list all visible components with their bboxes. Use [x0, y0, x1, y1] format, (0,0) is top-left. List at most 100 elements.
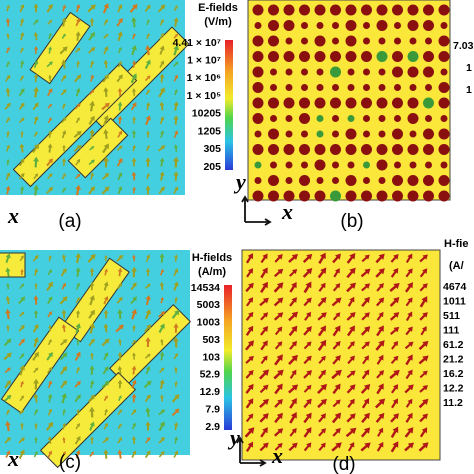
arrow-head [261, 281, 268, 289]
arrow-head [61, 59, 67, 64]
arrow-head [306, 297, 312, 304]
arrow-head [5, 420, 11, 426]
colorbar-title: H-fields [192, 252, 232, 264]
panel-label: (d) [332, 454, 355, 474]
arrow-head [76, 423, 80, 427]
arrow-head [320, 369, 326, 376]
arrow-head [20, 4, 25, 9]
colorbar-tick-label: 503 [202, 334, 220, 346]
arrow-head [118, 409, 123, 413]
arrow-head [48, 450, 53, 455]
arrow-head [132, 409, 137, 413]
arrow-head [62, 187, 66, 191]
arrow-head [393, 340, 399, 347]
arrow-head [104, 296, 109, 301]
field-dot [425, 115, 432, 122]
arrow-head [306, 311, 312, 318]
arrow-head [103, 87, 109, 92]
arrow-head [174, 353, 178, 357]
arrow-head [306, 355, 312, 362]
arrow-head [104, 366, 109, 372]
field-dot [314, 35, 326, 47]
arrow-head [393, 369, 400, 377]
arrow-head [407, 253, 413, 260]
field-dot [301, 84, 308, 91]
arrow-head [146, 144, 150, 149]
arrow-head [378, 383, 384, 390]
arrow-head [89, 365, 95, 370]
arrow-head [145, 59, 151, 65]
arrow-head [75, 351, 81, 357]
field-dot [345, 51, 357, 62]
arrow-head [173, 44, 179, 51]
arrow-head [174, 268, 179, 273]
field-dot [363, 84, 370, 91]
arrow-head [159, 73, 165, 78]
arrow-head [291, 384, 299, 391]
arrow-head [90, 159, 95, 164]
arrow-head [363, 369, 370, 376]
arrow-head [6, 117, 10, 121]
arrow-head [393, 297, 400, 304]
arrow-head [146, 4, 151, 10]
arrow-head [48, 88, 53, 93]
arrow-head [131, 393, 137, 398]
arrow-head [146, 75, 151, 80]
field-dot [252, 51, 264, 62]
arrow-head [49, 103, 53, 107]
field-dot [392, 190, 403, 202]
field-dot [363, 161, 370, 169]
arrow-head [118, 324, 124, 330]
arrow-head [33, 295, 39, 300]
arrow-head [118, 338, 122, 342]
field-dot [332, 115, 339, 122]
field-dot [363, 68, 370, 76]
colorbar-tick-label: 1205 [198, 125, 222, 137]
field-dot [376, 190, 388, 202]
arrow-head [291, 354, 298, 362]
arrow-head [160, 451, 165, 456]
field-dot [409, 130, 417, 138]
arrow-head [34, 131, 38, 135]
field-plot [247, 0, 451, 202]
arrow-head [75, 449, 81, 455]
arrow-head [277, 428, 284, 434]
arrow-head [393, 282, 400, 290]
arrow-head [47, 436, 52, 440]
arrow-head [62, 46, 68, 52]
field-dot [361, 51, 372, 62]
arrow-head [20, 324, 25, 330]
arrow-head [378, 398, 386, 406]
arrow-head [89, 406, 95, 412]
arrow-head [118, 254, 124, 260]
arrow-head [89, 295, 95, 301]
arrow-head [19, 186, 25, 190]
field-dot [330, 97, 341, 109]
arrow-head [174, 61, 179, 66]
arrow-head [61, 158, 67, 162]
field-dot [438, 51, 450, 62]
field-dot [252, 113, 264, 124]
field-dot [438, 4, 450, 16]
arrow-head [262, 398, 269, 406]
arrow-head [118, 423, 122, 427]
arrow-head [393, 254, 399, 260]
arrow-head [5, 87, 11, 92]
arrow-head [174, 130, 179, 135]
colorbar-tick-label: 205 [203, 161, 221, 173]
colorbar-tick-label: 511 [443, 310, 460, 322]
colorbar-unit: (A/ [449, 260, 464, 272]
field-dot [347, 84, 355, 91]
arrow-head [421, 296, 428, 303]
arrow-head [131, 365, 137, 370]
arrow-head [160, 296, 164, 301]
arrow-head [104, 46, 109, 51]
field-dot [438, 97, 450, 109]
arrow-head [90, 338, 95, 344]
arrow-head [76, 47, 81, 52]
arrow-head [104, 437, 109, 442]
arrow-head [20, 173, 25, 178]
field-dot [376, 20, 388, 31]
colorbar-tick-label: 14534 [191, 282, 220, 294]
arrow-head [132, 102, 137, 107]
